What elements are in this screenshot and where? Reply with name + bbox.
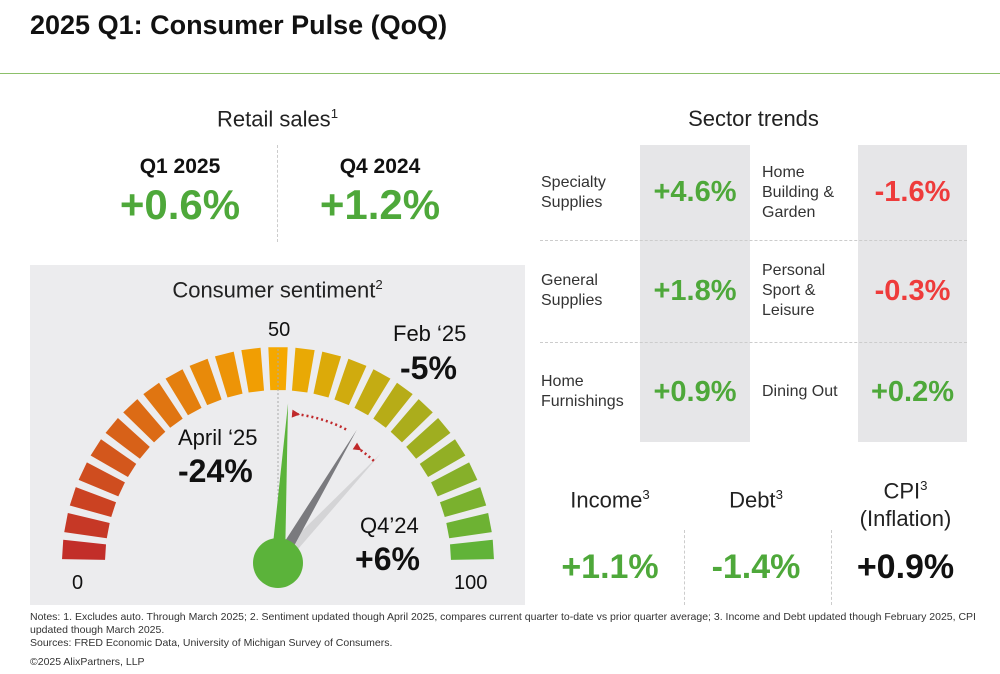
debt-label: Debt3 — [686, 487, 826, 513]
debt-label-text: Debt — [729, 487, 776, 513]
gauge-segment — [62, 539, 107, 560]
april-value: -24% — [178, 453, 253, 489]
sector-label: Home Furnishings — [541, 373, 624, 410]
q4-value: +1.2% — [319, 181, 441, 228]
gauge-segment — [449, 539, 494, 560]
gauge-segment — [105, 417, 150, 459]
retail-q1: Q1 2025 +0.6% — [80, 155, 280, 229]
footnote-ref: 1 — [330, 106, 339, 121]
title-divider — [0, 73, 1000, 74]
gauge-segment — [69, 487, 117, 517]
retail-heading-text: Retail sales — [216, 106, 331, 132]
gauge-segment — [143, 382, 183, 428]
arrowhead-icon — [352, 442, 362, 451]
cpi-value: +0.9% — [856, 548, 955, 586]
income-value: +1.1% — [561, 548, 659, 586]
sector-label: Specialty Supplies — [541, 173, 606, 211]
needle-feb25 — [272, 429, 357, 567]
gauge-chart — [62, 347, 494, 588]
copyright: ©2025 AlixPartners, LLP — [30, 656, 145, 668]
divider — [277, 145, 278, 242]
gauge-segment — [268, 347, 288, 391]
page-title: 2025 Q1: Consumer Pulse (QoQ) — [30, 10, 448, 40]
needle-q424 — [273, 453, 381, 568]
gauge-segment — [419, 439, 466, 477]
sector-label: Home Building & Garden — [762, 163, 835, 221]
footnote-ref: 3 — [775, 487, 783, 502]
gauge-segment — [291, 347, 315, 393]
debt-value: -1.4% — [711, 548, 801, 586]
cpi-sublabel: (Inflation) — [859, 506, 952, 532]
sentiment-panel: Consumer sentiment2 50 0 100 Feb ‘25 -5%… — [30, 265, 525, 605]
sector-heading: Sector trends — [688, 106, 819, 131]
divider — [540, 240, 967, 241]
footnote-ref: 3 — [920, 478, 928, 493]
gauge-segment — [354, 369, 391, 416]
tick-50: 50 — [268, 319, 291, 341]
gauge-segment — [78, 462, 125, 497]
feb-label: Feb ‘25 — [393, 321, 467, 346]
sentiment-heading: Consumer sentiment2 — [30, 277, 525, 303]
q1-label: Q1 2025 — [139, 155, 221, 178]
gauge-segment — [334, 358, 367, 406]
tick-100: 100 — [454, 572, 488, 594]
q4-value: +6% — [355, 541, 420, 577]
divider — [831, 530, 832, 605]
footnote-ref: 3 — [642, 487, 650, 502]
gauge-segment — [446, 513, 492, 539]
gauge-segment — [123, 399, 166, 443]
gauge-segment — [90, 439, 137, 477]
change-arrow — [291, 412, 347, 431]
gauge-segment — [64, 513, 110, 539]
retail-sales-heading: Retail sales1 — [30, 106, 525, 132]
sector-label: Personal Sport & Leisure — [762, 262, 826, 319]
q4-label: Q4’24 — [360, 513, 419, 538]
gauge-segment — [439, 487, 487, 517]
sector-value: -0.3% — [874, 274, 951, 307]
sector-value: +1.8% — [653, 274, 737, 307]
gauge-segment — [165, 369, 202, 416]
footnote-ref: 2 — [375, 277, 383, 292]
retail-q4: Q4 2024 +1.2% — [280, 155, 480, 229]
gauge-segment — [390, 399, 433, 443]
april-label: April ‘25 — [178, 425, 258, 450]
gauge-segment — [406, 417, 451, 459]
needle-april25 — [271, 403, 289, 564]
tick-0: 0 — [72, 572, 84, 594]
q1-value: +0.6% — [119, 181, 241, 228]
sector-value: -1.6% — [874, 176, 951, 208]
gauge-segment — [431, 462, 478, 497]
income-label: Income3 — [540, 487, 680, 513]
divider — [684, 530, 685, 605]
sector-value: +4.6% — [653, 176, 737, 208]
sector-label: Dining Out — [762, 383, 838, 400]
sector-label: General Supplies — [541, 272, 603, 309]
cpi-label: CPI3 (Inflation) — [833, 472, 978, 533]
gauge-segment — [189, 358, 222, 406]
q4-label: Q4 2024 — [339, 155, 421, 178]
sources: Sources: FRED Economic Data, University … — [30, 637, 393, 649]
notes: Notes: 1. Excludes auto. Through March 2… — [30, 611, 976, 636]
change-arrow — [354, 444, 375, 462]
sector-column-bg — [858, 145, 967, 442]
gauge-segment — [313, 351, 342, 398]
sector-column-bg — [640, 145, 750, 442]
sector-value: +0.9% — [653, 375, 737, 408]
gauge-segment — [241, 347, 265, 393]
feb-value: -5% — [400, 350, 457, 386]
needle-hub — [253, 538, 303, 588]
gauge-segment — [214, 351, 243, 398]
arrowhead-icon — [291, 409, 301, 418]
cpi-label-text: CPI — [883, 478, 921, 504]
income-label-text: Income — [570, 487, 643, 513]
sentiment-heading-text: Consumer sentiment — [172, 277, 376, 303]
sector-value: +0.2% — [870, 375, 955, 408]
divider — [540, 342, 967, 343]
gauge-segment — [373, 382, 413, 428]
